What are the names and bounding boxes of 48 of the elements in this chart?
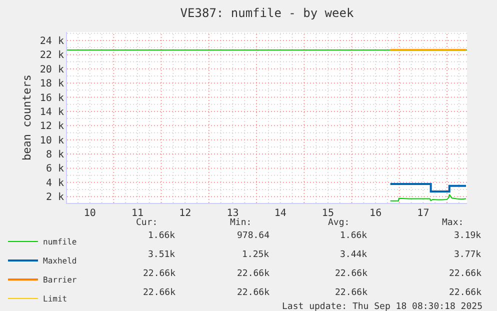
text: 1.25k [242,250,270,260]
legend-label: Maxheld [43,256,77,266]
legend-label: Limit [43,294,68,304]
y-tick-label: 16 k [40,92,64,104]
y-tick-label: 4 k [46,178,64,189]
y-tick-label: 18 k [40,78,64,90]
text: 22.66k [143,288,176,298]
chart-title: VE387: numfile - by week [180,6,354,20]
legend-label: numfile [43,238,77,247]
x-tick-label: 13 [226,208,239,219]
text: 22.66k [449,288,482,298]
text: Min: [230,218,252,228]
x-tick-label: 11 [131,208,144,219]
y-tick-label: 10 k [40,135,64,146]
text: 3.19k [454,231,482,241]
x-tick-label: 17 [417,208,430,219]
text: 22.66k [335,288,368,298]
y-tick-label: 8 k [46,150,64,161]
text: Last update: Thu Sep 18 08:30:18 2025 [282,302,482,311]
text: 3.44k [340,250,368,260]
x-tick-label: 10 [84,208,96,219]
x-tick-label: 16 [370,208,382,219]
y-axis-title: bean counters [20,74,34,161]
y-tick-label: 12 k [40,121,64,132]
y-tick-label: 6 k [46,164,64,175]
x-tick-label: 14 [274,208,286,219]
x-tick-label: 12 [179,208,192,219]
y-tick-label: 22 k [40,50,64,62]
text: 3.77k [454,250,482,260]
text: Avg: [328,218,350,228]
text: 3.51k [148,250,176,260]
text: Max: [442,218,464,228]
y-tick-label: 20 k [40,64,64,76]
line-series [390,194,467,202]
text: 22.66k [237,269,270,279]
y-tick-label: 2 k [46,192,64,204]
text: 22.66k [237,288,270,298]
text: 22.66k [449,269,482,279]
text: 978.64 [237,231,270,241]
text: 1.66k [148,231,176,241]
text: Cur: [136,218,158,228]
text: 1.66k [340,231,368,241]
x-tick-label: 15 [322,208,334,219]
legend-label: Barrier [43,276,77,285]
y-tick-label: 14 k [40,106,64,118]
y-tick-label: 24 k [40,36,64,48]
text: 22.66k [143,269,176,279]
text: 22.66k [335,269,368,279]
